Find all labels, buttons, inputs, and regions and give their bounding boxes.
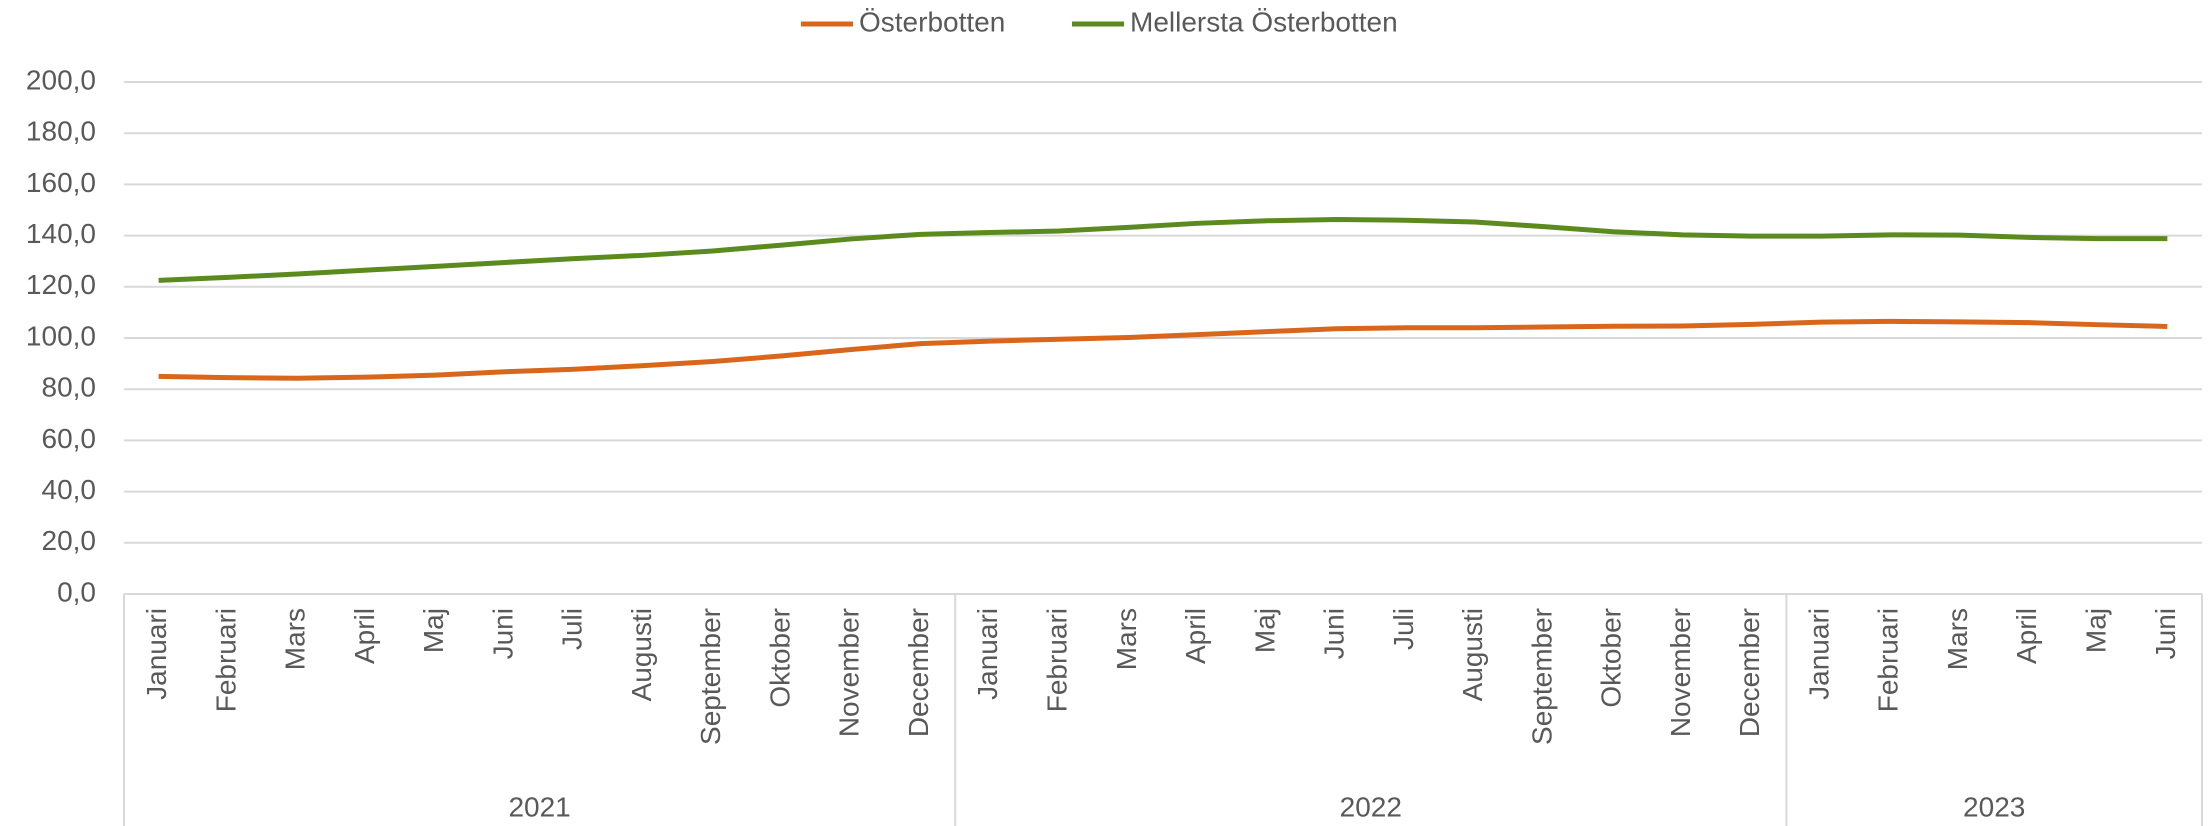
- group-label: 2021: [508, 791, 570, 822]
- x-tick-label: September: [1526, 608, 1557, 745]
- series-line: [158, 318, 2168, 381]
- x-tick-label: Juni: [1319, 608, 1350, 659]
- x-tick-label: Februari: [1041, 608, 1072, 712]
- group-label: 2023: [1963, 791, 2025, 822]
- x-tick-label: Mars: [280, 608, 311, 670]
- series-line: [158, 216, 2168, 283]
- x-tick-label: Oktober: [1596, 608, 1627, 708]
- x-tick-label: December: [903, 608, 934, 737]
- x-tick-label: Januari: [972, 608, 1003, 700]
- x-tick-label: April: [349, 608, 380, 664]
- y-tick-label: 60,0: [42, 423, 97, 454]
- x-tick-label: Februari: [210, 608, 241, 712]
- x-tick-label: November: [1665, 608, 1696, 737]
- x-tick-label: Augusti: [626, 608, 657, 701]
- group-label: 2022: [1340, 791, 1402, 822]
- y-tick-label: 200,0: [26, 64, 96, 95]
- x-tick-label: Januari: [141, 608, 172, 700]
- x-tick-label: September: [695, 608, 726, 745]
- x-tick-label: April: [2011, 608, 2042, 664]
- x-tick-label: Augusti: [1457, 608, 1488, 701]
- x-tick-label: Maj: [2080, 608, 2111, 653]
- y-tick-label: 100,0: [26, 320, 96, 351]
- y-tick-label: 20,0: [42, 525, 97, 556]
- x-tick-label: Juni: [2150, 608, 2181, 659]
- y-tick-label: 0,0: [57, 576, 96, 607]
- x-tick-label: November: [834, 608, 865, 737]
- x-tick-label: Februari: [1873, 608, 1904, 712]
- legend-label: Österbotten: [859, 6, 1005, 37]
- legend-label: Mellersta Österbotten: [1130, 6, 1398, 37]
- x-tick-label: Mars: [1111, 608, 1142, 670]
- x-tick-label: Mars: [1942, 608, 1973, 670]
- y-tick-label: 180,0: [26, 116, 96, 147]
- y-tick-label: 120,0: [26, 269, 96, 300]
- y-tick-label: 140,0: [26, 218, 96, 249]
- x-tick-label: Januari: [1803, 608, 1834, 700]
- x-tick-label: Oktober: [764, 608, 795, 708]
- x-tick-label: Maj: [1249, 608, 1280, 653]
- y-tick-label: 80,0: [42, 372, 97, 403]
- x-tick-label: December: [1734, 608, 1765, 737]
- x-tick-label: Juli: [557, 608, 588, 650]
- y-tick-label: 40,0: [42, 474, 97, 505]
- x-tick-label: Maj: [418, 608, 449, 653]
- y-tick-label: 160,0: [26, 167, 96, 198]
- x-tick-label: Juni: [487, 608, 518, 659]
- x-tick-label: April: [1180, 608, 1211, 664]
- x-tick-label: Juli: [1388, 608, 1419, 650]
